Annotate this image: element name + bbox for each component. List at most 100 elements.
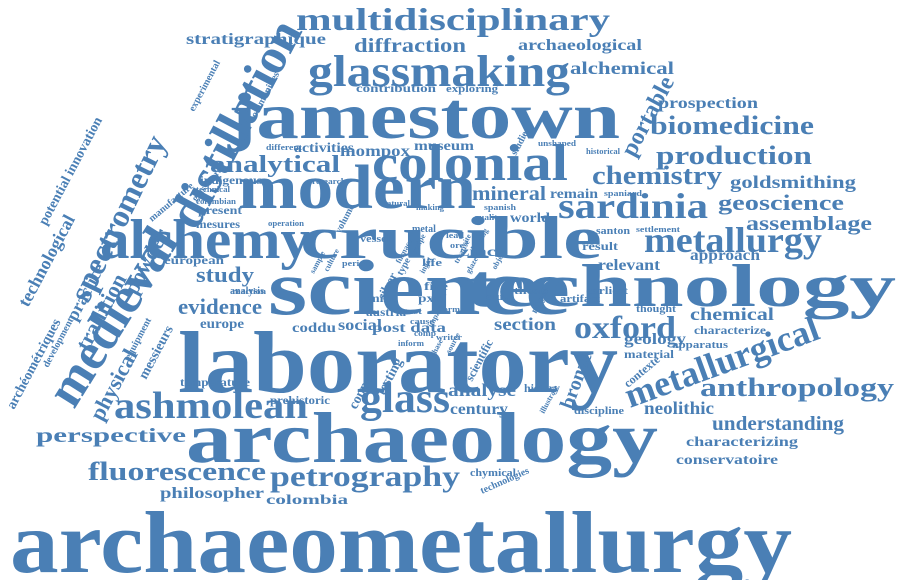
word-cause: cause [410,317,435,326]
word-temperature: temperature [180,375,251,389]
word-museum: museum [414,139,474,154]
word-material: material [624,347,675,361]
word-apparatus: apparatus [672,340,728,351]
word-different: different [266,143,302,152]
word-archaeology: archaeology [186,398,658,478]
word-mint: mint [368,291,396,305]
word-social: social [338,317,383,334]
word-coddu: coddu [292,321,336,336]
word-characterizing: characterizing [686,435,798,450]
word-stratigraphique: stratigraphique [186,31,326,48]
word-europe: europe [200,317,244,332]
word-present: present [198,203,242,217]
word-oxford: oxford [574,309,676,345]
word-neolithic: neolithic [644,398,714,418]
word-santon: santon [596,226,631,237]
word-goldsmithing: goldsmithing [730,172,856,192]
word-prehistoric: prehistoric [270,393,331,407]
word-world: world [510,211,550,226]
word-alchemical: alchemical [570,58,674,78]
word-prospection: prospection [658,95,758,112]
word-operation: operation [268,219,305,228]
word-test: test [404,307,422,316]
word-chemical: chemical [690,304,774,324]
word-evidence: evidence [178,294,262,319]
word-pxrf: pxrf [418,291,447,305]
word-assemblage: assemblage [746,213,872,235]
word-research: research [312,177,347,186]
word-mompox: mompox [340,143,410,160]
word-artifact: artifact [560,294,601,305]
word-analytical: analytical [210,152,340,178]
word-reaction: reaction [232,287,267,296]
word-perspective: perspective [36,425,186,447]
word-historical: historical [586,147,621,156]
word-chemistry: chemistry [592,161,722,190]
word-period: period [342,259,371,268]
word-anthropology: anthropology [700,373,894,402]
word-indigenous: indigenous [200,173,262,187]
word-life: life [422,258,443,269]
word-jamestown: jamestown [227,80,620,153]
word-making: making [416,203,444,212]
word-european: european [164,253,224,267]
word-analysis: analysis [230,286,264,297]
word-century: century [450,401,508,418]
word-result: result [582,239,618,253]
word-approach: approach [690,247,760,264]
word-discipline: discipline [574,406,625,417]
word-conservatoire: conservatoire [676,453,778,468]
word-glass: glass [360,376,450,422]
word-philosopher: philosopher [160,485,264,502]
word-technology: technology [466,253,896,319]
word-vessel: vessel [360,234,390,245]
word-exploring: exploring [446,84,498,95]
word-multidisciplinary: multidisciplinary [296,1,610,37]
word-cruz: cruz [486,292,509,303]
word-petrography: petrography [270,460,460,493]
word-geology: geology [624,331,686,348]
word-thought: thought [636,304,677,315]
word-columbian: columbian [196,197,237,206]
word-fire: fire [424,279,449,293]
word-thesis: thesis [514,286,548,297]
word-activities: activities [294,141,355,156]
word-alchemy: alchemy [100,209,310,271]
word-technical: technical [196,185,231,194]
word-science: science [268,244,570,331]
word-metal: metal [412,224,436,235]
word-natural: natural [382,199,411,208]
word-unshaped: unshaped [538,139,577,148]
word-potential-innovation: potential innovation [36,115,106,228]
word-writer: writer [436,333,463,342]
word-biomedicine: biomedicine [650,111,814,140]
word-mineral: mineral [472,183,546,205]
word-metallurgy: metallurgy [644,220,822,260]
word-ashmolean: ashmolean [114,385,308,427]
word-characterize: characterize [694,323,767,337]
word-inform: inform [398,339,424,348]
word-fluorescence: fluorescence [88,457,266,486]
word-laboratory: laboratory [178,315,618,412]
word-relevant: relevant [598,257,661,274]
word-spanish: spanish [484,203,517,212]
word-mesures: mesures [196,217,240,231]
word-modern: modern [238,154,476,222]
word-diffraction: diffraction [354,35,466,57]
word-geoscience: geoscience [718,190,844,215]
word-history: history [524,381,560,395]
word-quality: quality [474,213,502,222]
word-spaniard: spaniard [604,189,643,198]
word-study: study [196,262,254,287]
word-form: form [440,305,460,314]
word-austria: austria [366,305,406,319]
word-analyse: analyse [448,380,516,400]
word-settlement: settlement [636,225,680,234]
word-crucible: crucible [300,205,602,271]
word-section: section [494,314,556,334]
word-lead: lead [446,231,465,240]
word-post-data: post data [372,321,446,336]
word-remain: remain [550,187,598,202]
word-archaeometallurgy: archaeometallurgy [10,495,792,580]
